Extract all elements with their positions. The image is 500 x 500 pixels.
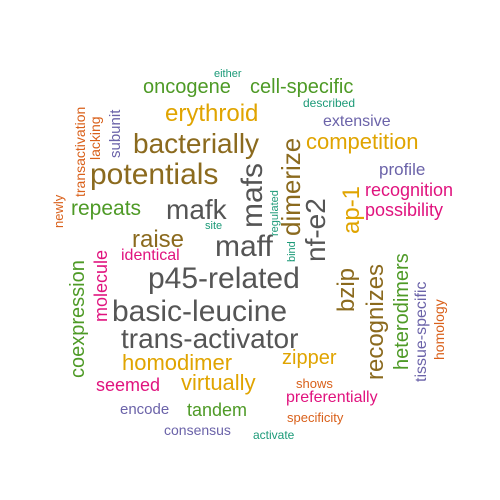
word-bzip: bzip: [333, 267, 360, 312]
word-regulated: regulated: [269, 190, 281, 236]
word-subunit: subunit: [107, 109, 124, 158]
word-bacterially: bacterially: [133, 128, 260, 159]
word-homodimer: homodimer: [122, 350, 233, 375]
word-mafs: mafs: [236, 162, 269, 228]
word-bind: bind: [286, 241, 298, 262]
word-repeats: repeats: [71, 197, 142, 220]
word-tissue-specific: tissue-specific: [413, 281, 430, 382]
word-transactivation: transactivation: [72, 106, 88, 197]
word-heterodimers: heterodimers: [391, 253, 413, 370]
word-tandem: tandem: [187, 400, 248, 420]
word-basic-leucine: basic-leucine: [112, 295, 288, 328]
word-trans-activator: trans-activator: [121, 323, 299, 354]
word-coexpression: coexpression: [67, 260, 89, 378]
word-consensus: consensus: [164, 422, 231, 438]
word-homology: homology: [431, 299, 447, 360]
word-competition: competition: [306, 129, 419, 154]
word-specificity: specificity: [287, 410, 344, 425]
word-newly: newly: [51, 194, 66, 228]
word-oncogene: oncogene: [143, 76, 231, 98]
word-lacking: lacking: [87, 116, 103, 160]
word-activate: activate: [253, 428, 295, 442]
word-possibility: possibility: [365, 200, 444, 220]
word-recognizes: recognizes: [362, 263, 389, 380]
word-preferentially: preferentially: [286, 389, 378, 406]
word-extensive: extensive: [323, 113, 391, 130]
word-mafk: mafk: [166, 194, 227, 225]
word-cell-specific: cell-specific: [250, 76, 354, 98]
word-p45-related: p45-related: [148, 262, 300, 295]
word-identical: identical: [121, 247, 180, 264]
word-profile: profile: [379, 160, 426, 179]
word-described: described: [303, 96, 356, 110]
word-virtually: virtually: [181, 370, 256, 395]
word-maff: maff: [215, 230, 273, 263]
word-potentials: potentials: [90, 158, 219, 191]
word-shows: shows: [296, 376, 333, 391]
word-molecule: molecule: [91, 249, 111, 322]
word-nf-e2: nf-e2: [300, 198, 331, 262]
word-ap-1: ap-1: [338, 185, 365, 234]
word-site: site: [205, 220, 223, 232]
word-zipper: zipper: [282, 347, 337, 369]
word-recognition: recognition: [365, 180, 454, 200]
word-seemed: seemed: [96, 375, 161, 395]
word-erythroid: erythroid: [165, 100, 259, 127]
word-raise: raise: [132, 226, 185, 253]
word-encode: encode: [120, 401, 170, 418]
word-dimerize: dimerize: [276, 137, 306, 236]
word-either: either: [214, 68, 242, 80]
